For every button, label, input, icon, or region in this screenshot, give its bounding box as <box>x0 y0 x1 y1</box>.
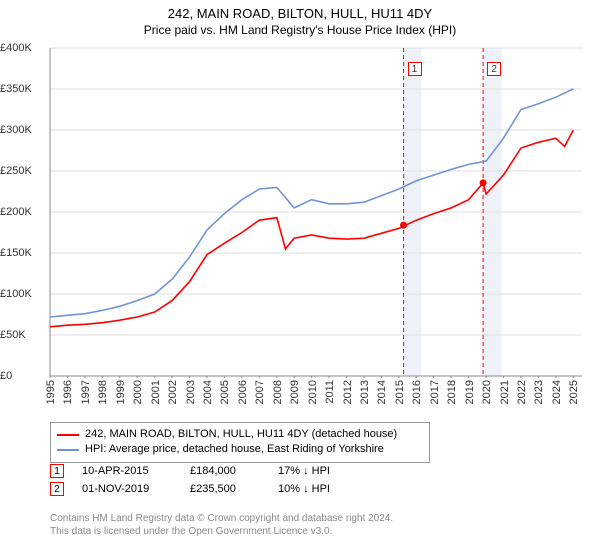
x-tick-label: 2008 <box>272 380 284 404</box>
legend-label: 242, MAIN ROAD, BILTON, HULL, HU11 4DY (… <box>85 427 397 442</box>
x-tick-label: 2001 <box>150 380 162 404</box>
x-tick-label: 2018 <box>446 380 458 404</box>
sale-row: 2 01-NOV-2019 £235,500 10% ↓ HPI <box>50 480 358 498</box>
y-tick-label: £150K <box>0 247 46 259</box>
x-tick-label: 1999 <box>115 380 127 404</box>
event-marker-1: 1 <box>408 62 422 76</box>
x-tick-label: 2015 <box>394 380 406 404</box>
x-tick-label: 1998 <box>97 380 109 404</box>
x-tick-label: 2025 <box>568 380 580 404</box>
legend-swatch <box>57 434 79 436</box>
footer-attribution: Contains HM Land Registry data © Crown c… <box>50 512 393 538</box>
x-tick-label: 2020 <box>481 380 493 404</box>
x-tick-label: 2002 <box>167 380 179 404</box>
x-tick-label: 2004 <box>202 380 214 404</box>
x-tick-label: 1995 <box>45 380 57 404</box>
legend-swatch <box>57 449 79 451</box>
x-tick-label: 2012 <box>342 380 354 404</box>
sale-row: 1 10-APR-2015 £184,000 17% ↓ HPI <box>50 462 358 480</box>
legend-item-property: 242, MAIN ROAD, BILTON, HULL, HU11 4DY (… <box>57 427 423 442</box>
footer-line1: Contains HM Land Registry data © Crown c… <box>50 512 393 525</box>
x-tick-label: 2017 <box>429 380 441 404</box>
x-tick-label: 2003 <box>185 380 197 404</box>
sale-diff: 10% ↓ HPI <box>278 483 358 495</box>
x-tick-label: 2000 <box>132 380 144 404</box>
sale-diff: 17% ↓ HPI <box>278 465 358 477</box>
x-tick-label: 2016 <box>411 380 423 404</box>
x-tick-label: 2009 <box>289 380 301 404</box>
x-tick-label: 2006 <box>237 380 249 404</box>
x-tick-label: 2013 <box>359 380 371 404</box>
sale-price: £184,000 <box>190 465 260 477</box>
y-axis-labels: £0£50K£100K£150K£200K£250K£300K£350K£400… <box>0 0 50 376</box>
y-tick-label: £100K <box>0 288 46 300</box>
legend-item-hpi: HPI: Average price, detached house, East… <box>57 442 423 457</box>
x-tick-label: 2019 <box>464 380 476 404</box>
legend-label: HPI: Average price, detached house, East… <box>85 442 384 457</box>
x-tick-label: 2014 <box>376 380 388 404</box>
chart-container: 242, MAIN ROAD, BILTON, HULL, HU11 4DY P… <box>0 0 600 560</box>
line-chart <box>0 0 600 378</box>
y-tick-label: £250K <box>0 165 46 177</box>
x-tick-label: 2005 <box>219 380 231 404</box>
y-tick-label: £50K <box>0 329 46 341</box>
x-tick-label: 2022 <box>516 380 528 404</box>
x-tick-label: 1997 <box>80 380 92 404</box>
y-tick-label: £400K <box>0 42 46 54</box>
x-tick-label: 2011 <box>324 380 336 404</box>
footer-line2: This data is licensed under the Open Gov… <box>50 525 393 538</box>
x-tick-label: 2023 <box>533 380 545 404</box>
sale-date: 10-APR-2015 <box>82 465 172 477</box>
y-tick-label: £200K <box>0 206 46 218</box>
y-tick-label: £350K <box>0 83 46 95</box>
sale-marker: 1 <box>50 464 64 478</box>
event-marker-2: 2 <box>487 62 501 76</box>
sales-table: 1 10-APR-2015 £184,000 17% ↓ HPI 2 01-NO… <box>50 462 358 498</box>
legend: 242, MAIN ROAD, BILTON, HULL, HU11 4DY (… <box>50 422 430 463</box>
x-tick-label: 2021 <box>499 380 511 404</box>
x-tick-label: 2007 <box>254 380 266 404</box>
x-axis-labels: 1995 1996 1997 1998 1999 2000 2001 2002 2003 2004… <box>0 380 600 420</box>
x-tick-label: 1996 <box>62 380 74 404</box>
x-tick-label: 2010 <box>307 380 319 404</box>
sale-marker: 2 <box>50 482 64 496</box>
sale-date: 01-NOV-2019 <box>82 483 172 495</box>
y-tick-label: £300K <box>0 124 46 136</box>
sale-price: £235,500 <box>190 483 260 495</box>
x-tick-label: 2024 <box>551 380 563 404</box>
